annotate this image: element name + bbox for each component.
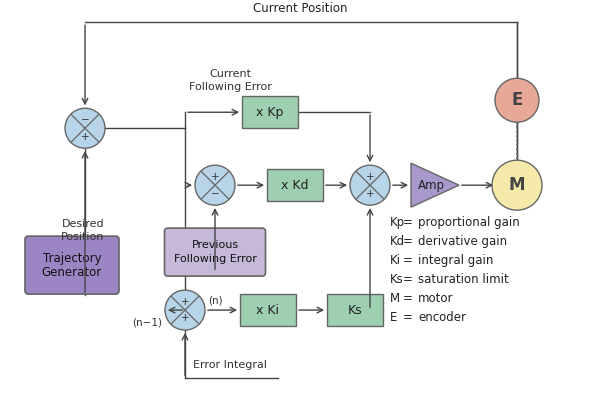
Text: −: − [211,188,220,199]
Text: M: M [390,292,400,305]
Text: encoder: encoder [418,310,466,324]
Text: Ks: Ks [390,273,404,286]
Text: =: = [403,216,413,229]
Text: Error Integral: Error Integral [193,360,267,370]
Text: =: = [403,254,413,267]
FancyBboxPatch shape [267,169,323,201]
Circle shape [165,290,205,330]
FancyBboxPatch shape [164,228,265,276]
Text: =: = [403,292,413,305]
Circle shape [350,165,390,205]
Text: +: + [365,188,374,199]
FancyBboxPatch shape [25,236,119,294]
FancyBboxPatch shape [240,294,296,326]
Text: x Kd: x Kd [281,179,309,192]
Text: E: E [390,310,397,324]
Text: x Kp: x Kp [256,106,284,119]
Text: +: + [181,314,190,324]
Text: (n): (n) [208,295,223,305]
Text: Kp: Kp [390,216,405,229]
Text: E: E [511,91,523,109]
Text: +: + [80,132,89,142]
Text: +: + [365,172,374,182]
Text: =: = [403,235,413,248]
Text: Desired
Position: Desired Position [61,218,104,242]
Text: M: M [509,176,525,194]
Text: motor: motor [418,292,454,305]
Text: derivative gain: derivative gain [418,235,507,248]
Text: =: = [403,310,413,324]
Text: Previous: Previous [191,240,239,250]
Text: Ks: Ks [347,304,362,316]
Text: =: = [403,273,413,286]
Text: +: + [211,172,220,182]
Text: Ki: Ki [390,254,401,267]
Text: proportional gain: proportional gain [418,216,520,229]
Circle shape [195,165,235,205]
FancyBboxPatch shape [327,294,383,326]
Text: Current
Following Error: Current Following Error [188,69,271,92]
Text: Amp: Amp [418,179,445,192]
Text: integral gain: integral gain [418,254,493,267]
Circle shape [495,78,539,122]
Text: saturation limit: saturation limit [418,273,509,286]
Text: Generator: Generator [42,265,102,278]
Circle shape [65,108,105,148]
Polygon shape [411,163,459,207]
Circle shape [492,160,542,210]
Text: Current Position: Current Position [253,2,347,15]
Text: Kd: Kd [390,235,405,248]
Text: x Ki: x Ki [257,304,280,316]
Text: −: − [80,115,89,125]
FancyBboxPatch shape [242,96,298,128]
Text: Trajectory: Trajectory [43,252,101,265]
Text: +: + [181,297,190,307]
Text: (n−1): (n−1) [132,317,162,327]
Text: Following Error: Following Error [173,254,256,264]
